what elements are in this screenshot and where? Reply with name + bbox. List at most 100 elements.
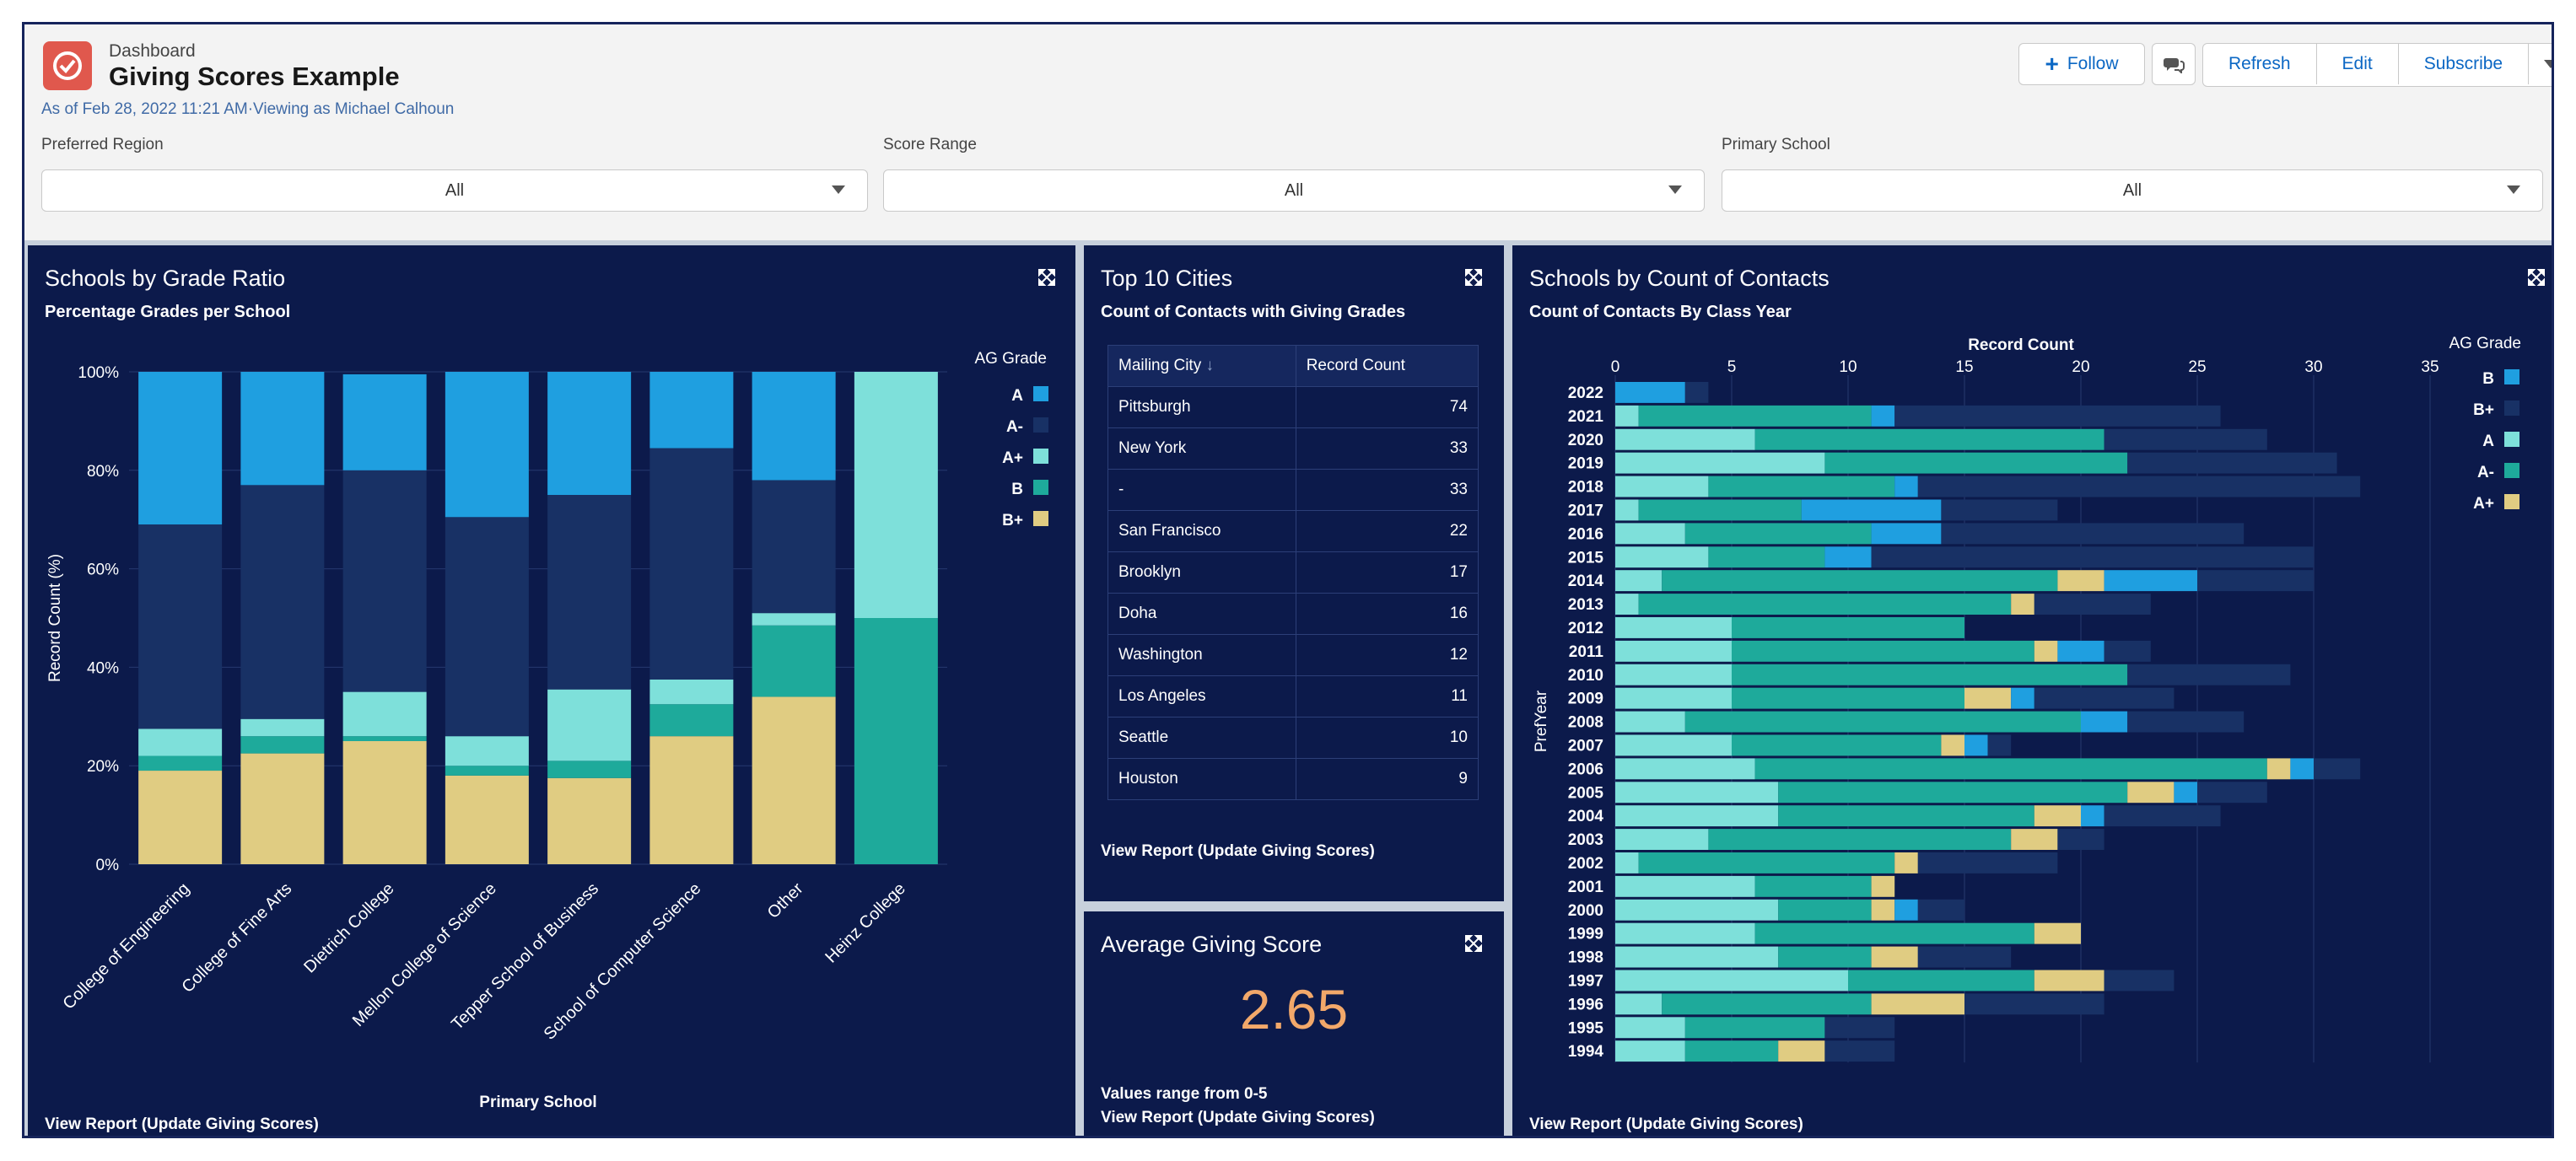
bar-segment [2127,664,2291,685]
bar-segment [1917,476,2361,497]
legend-swatch [1033,511,1048,526]
feed-button[interactable] [2152,43,2196,85]
column-header-count[interactable]: Record Count [1295,345,1479,387]
bar-segment [1615,946,1779,968]
cell-record-count: 9 [1295,758,1479,800]
column-header-city[interactable]: Mailing City ↓ [1107,345,1296,387]
bar-segment [1638,499,1802,521]
y-tick-label: 2018 [1568,479,1603,497]
x-tick-label: 25 [2188,358,2206,376]
bar-segment [445,736,529,766]
table-row: Seattle 10 [1107,717,1479,759]
legend-swatch [1033,480,1048,495]
y-tick-label: 2016 [1568,525,1603,543]
action-button-group: Refresh Edit Subscribe [2202,43,2552,87]
refresh-button[interactable]: Refresh [2203,44,2317,84]
y-tick-label: 2012 [1568,620,1603,637]
bar-segment [1871,405,1895,427]
bar-segment [649,448,734,680]
expand-icon[interactable] [1038,269,1055,286]
filter-dropdown-school[interactable]: All [1722,169,2543,212]
bar-segment [1615,617,1732,638]
bar-segment [138,524,223,729]
bar-segment [547,777,632,864]
bar-segment [2057,570,2104,592]
bar-segment [2034,970,2104,992]
expand-icon[interactable] [1465,269,1482,286]
x-tick-label: 20 [2072,358,2089,376]
expand-icon[interactable] [2528,269,2545,286]
bar-segment [1615,711,1685,733]
subscribe-button[interactable]: Subscribe [2399,44,2530,84]
bar-segment [1917,899,1964,921]
panel-title: Schools by Grade Ratio [45,266,286,291]
bar-segment [1708,829,2012,850]
cell-record-count: 16 [1295,593,1479,635]
bar-segment [1778,899,1872,921]
filter-dropdown-score[interactable]: All [883,169,1705,212]
legend-label: A+ [1002,449,1023,467]
panel-subtitle: Count of Contacts with Giving Grades [1101,303,1406,321]
legend-label: B [1011,481,1023,498]
bar-segment [2011,594,2034,615]
bar-segment [1964,687,2012,709]
filter-dropdown-region[interactable]: All [41,169,868,212]
x-tick-label: 0 [1611,358,1620,376]
view-report-link[interactable]: View Report (Update Giving Scores) [1101,842,1375,860]
dashboard-subtitle: As of Feb 28, 2022 11:21 AM·Viewing as M… [41,100,455,118]
cell-record-count: 33 [1295,427,1479,470]
legend-swatch [2504,369,2519,384]
bar-segment [1615,452,1825,474]
view-report-link[interactable]: View Report (Update Giving Scores) [45,1115,319,1133]
bar-segment [342,470,427,692]
bar-segment [1824,452,2128,474]
cell-city: Pittsburgh [1107,386,1296,428]
top-cities-table: Mailing City ↓ Record Count Pittsburgh 74… [1107,345,1479,800]
bar-segment [1684,382,1709,403]
bar-segment [1732,687,1964,709]
legend-swatch [1033,449,1048,464]
y-tick-label: 2003 [1568,831,1603,849]
bar-segment [1778,1040,1825,1062]
bar-segment [2104,570,2197,592]
bar-segment [2197,782,2267,804]
cell-record-count: 10 [1295,717,1479,759]
bar-segment [1987,734,2012,756]
x-tick-label: 15 [1955,358,1973,376]
bar-segment [2314,758,2361,780]
bar-segment [2104,428,2267,450]
bar-segment [342,374,427,470]
cell-city: Houston [1107,758,1296,800]
cell-city: Doha [1107,593,1296,635]
bar-segment [1615,899,1779,921]
panel-subtitle: Percentage Grades per School [45,303,291,321]
bar-segment [1824,1040,1895,1062]
grade-ratio-panel: Schools by Grade Ratio Percentage Grades… [28,245,1075,1136]
follow-button[interactable]: + Follow [2018,43,2145,85]
bar-segment [1615,1040,1685,1062]
bar-segment [1615,829,1709,850]
bar-segment [1615,852,1639,873]
bar-segment [1894,405,2221,427]
y-tick-label: 2015 [1568,549,1604,567]
bar-segment [2127,711,2245,733]
y-tick-label: 100% [78,364,119,382]
bar-segment [240,718,325,737]
bar-segment [1615,993,1663,1015]
y-axis-title: PrefYear [1533,690,1550,752]
legend-label: A- [1006,418,1023,436]
view-report-link[interactable]: View Report (Update Giving Scores) [1529,1115,1803,1133]
bar-segment [1871,523,1942,545]
y-tick-label: 1999 [1568,926,1603,943]
bar-segment [138,372,223,525]
bar-segment [649,680,734,705]
cell-city: Seattle [1107,717,1296,759]
view-report-link[interactable]: View Report (Update Giving Scores) [1101,1109,1375,1126]
more-actions-button[interactable] [2529,44,2552,84]
edit-button[interactable]: Edit [2317,44,2399,84]
bar-segment [2081,805,2104,827]
sort-arrow-down-icon: ↓ [1205,357,1214,374]
bar-segment [2290,758,2314,780]
expand-icon[interactable] [1465,935,1482,952]
chat-bubbles-icon [2164,58,2185,73]
